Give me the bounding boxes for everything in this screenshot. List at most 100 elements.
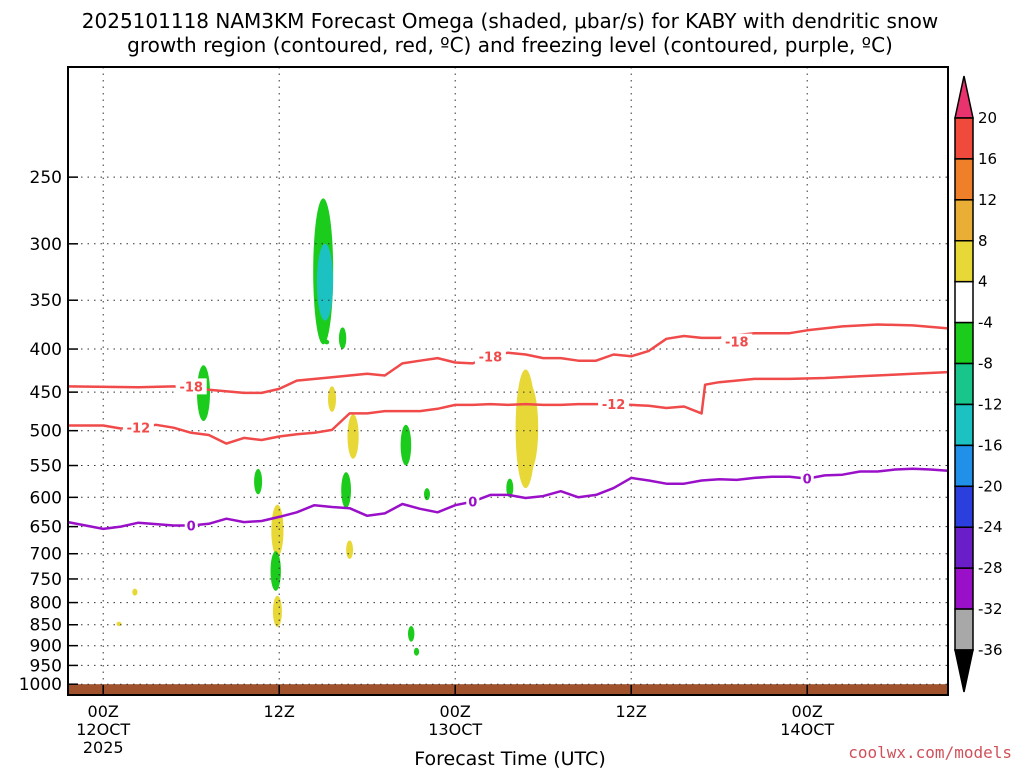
- contour-label-2-2: 0: [803, 473, 812, 488]
- x-tick-label-0-1: 12OCT: [76, 720, 130, 739]
- omega-blob-13: [424, 488, 430, 501]
- omega-blob-6: [347, 414, 359, 459]
- colorbar-label-5: -4: [978, 314, 993, 332]
- y-tick-label-550: 550: [30, 457, 62, 477]
- omega-blob-19: [116, 621, 122, 627]
- omega-blob-20: [408, 626, 415, 642]
- colorbar-label-7: -12: [978, 395, 1003, 413]
- colorbar-label-11: -28: [978, 559, 1003, 577]
- colorbar-top-arrow: [954, 75, 974, 119]
- colorbar-bin-7: [954, 362, 974, 406]
- x-axis-label: Forecast Time (UTC): [414, 748, 605, 768]
- omega-blob-12: [506, 478, 514, 498]
- colorbar-bin-1: [954, 117, 974, 160]
- colorbar-label-12: -32: [978, 600, 1003, 618]
- contour-label-0-2: -18: [725, 336, 749, 351]
- y-tick-label-650: 650: [30, 518, 62, 538]
- y-tick-label-350: 350: [30, 291, 62, 311]
- x-tick-label-0-0: 00Z: [88, 702, 119, 721]
- omega-blob-16: [270, 551, 281, 591]
- omega-blob-17: [132, 588, 138, 596]
- x-tick-label-0-2: 2025: [83, 738, 124, 757]
- contour-label-0-1: -18: [479, 350, 503, 365]
- contour-label-bg-0-1: [474, 348, 506, 365]
- y-tick-label-600: 600: [30, 488, 62, 508]
- chart-title-line-2: growth region (contoured, red, ºC) and f…: [127, 33, 893, 57]
- colorbar-bin-13: [954, 608, 974, 651]
- ground-fill: [68, 684, 948, 695]
- contour-line-0: [67, 323, 949, 395]
- chart-title-line-1: 2025101118 NAM3KM Forecast Omega (shaded…: [82, 9, 938, 33]
- x-tick-label-40-1: 14OCT: [780, 720, 834, 739]
- colorbar-bin-4: [954, 240, 974, 283]
- colorbar-bin-8: [954, 403, 974, 447]
- colorbar-label-9: -20: [978, 477, 1003, 495]
- y-tick-label-250: 250: [30, 168, 62, 188]
- plot-frame: [67, 66, 949, 696]
- y-tick-label-400: 400: [30, 340, 62, 360]
- y-tick-label-750: 750: [30, 570, 62, 590]
- omega-blob-21: [413, 647, 420, 656]
- x-tick-label-10-0: 12Z: [264, 702, 295, 721]
- x-tick-label-20-1: 13OCT: [428, 720, 482, 739]
- y-tick-label-800: 800: [30, 594, 62, 614]
- omega-blob-9: [520, 383, 539, 473]
- omega-blob-2: [324, 339, 330, 345]
- contour-label-1-0: -12: [127, 422, 151, 437]
- y-tick-label-700: 700: [30, 545, 62, 565]
- y-tick-label-950: 950: [30, 656, 62, 676]
- colorbar-bin-12: [954, 567, 974, 610]
- colorbar-bin-9: [954, 444, 974, 488]
- omega-shading: [116, 198, 539, 656]
- y-tick-label-850: 850: [30, 616, 62, 636]
- omega-blob-1: [316, 243, 334, 321]
- contour-label-0-0: -18: [179, 380, 203, 395]
- colorbar-bin-3: [954, 199, 974, 242]
- colorbar-label-2: 12: [978, 191, 997, 209]
- contour-label-bg-2-0: [184, 517, 198, 534]
- colorbar-label-6: -8: [978, 355, 993, 373]
- colorbar-label-0: 20: [978, 109, 997, 127]
- colorbar: 20 16 12 8 4 -4 -8 -12 -16 -20 -24 -28 -32 -36: [954, 75, 1003, 693]
- colorbar-bottom-arrow: [954, 649, 974, 693]
- omega-blob-3: [338, 327, 347, 350]
- omega-blob-15: [346, 540, 354, 559]
- contour-label-bg-2-1: [466, 493, 480, 510]
- omega-blob-10: [341, 472, 351, 509]
- colorbar-label-4: 4: [978, 273, 988, 291]
- y-tick-label-900: 900: [30, 637, 62, 657]
- y-axis-ticks: 2503003504004505005506006507007508008509…: [19, 168, 78, 695]
- colorbar-label-10: -24: [978, 518, 1003, 536]
- y-tick-label-500: 500: [30, 422, 62, 442]
- y-tick-label-1000: 1000: [19, 675, 62, 695]
- contour-label-bg-0-2: [721, 333, 753, 350]
- colorbar-label-8: -16: [978, 436, 1003, 454]
- colorbar-label-13: -36: [978, 641, 1003, 659]
- grid-lines: [68, 67, 948, 695]
- contour-line-1: [68, 370, 949, 445]
- colorbar-label-1: 16: [978, 150, 997, 168]
- contour-label-bg-2-2: [800, 470, 814, 487]
- colorbar-bin-2: [954, 158, 974, 201]
- omega-blob-14: [271, 504, 284, 557]
- x-tick-label-40-0: 00Z: [792, 702, 823, 721]
- x-tick-label-20-0: 00Z: [440, 702, 471, 721]
- contour-label-1-1: -12: [602, 398, 626, 413]
- y-tick-label-450: 450: [30, 383, 62, 403]
- omega-blob-5: [328, 386, 336, 412]
- colorbar-bin-11: [954, 526, 974, 569]
- y-tick-label-300: 300: [30, 235, 62, 255]
- colorbar-bin-10: [954, 485, 974, 528]
- x-tick-label-30-0: 12Z: [616, 702, 647, 721]
- credit-text: coolwx.com/models: [848, 743, 1012, 762]
- contour-line-2: [67, 467, 949, 531]
- contour-label-2-1: 0: [468, 496, 477, 511]
- colorbar-label-3: 8: [978, 232, 988, 250]
- contour-label-bg-1-1: [598, 396, 630, 413]
- contour-label-bg-0-0: [175, 378, 207, 395]
- omega-blob-18: [272, 595, 282, 627]
- colorbar-bin-6: [954, 321, 974, 365]
- omega-blob-11: [254, 468, 263, 495]
